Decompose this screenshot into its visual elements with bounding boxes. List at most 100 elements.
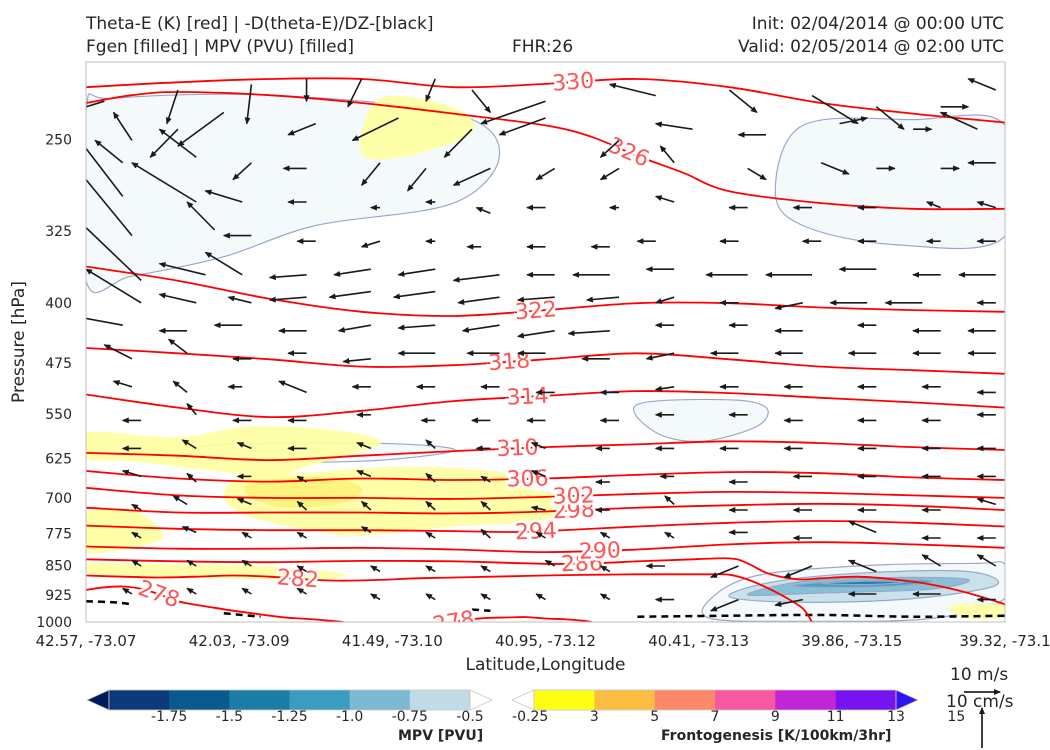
- wind-arrow: [530, 505, 546, 512]
- fgen-region-1: [86, 426, 382, 478]
- fgen-region-6: [244, 477, 363, 508]
- wind-arrow: [131, 531, 142, 539]
- mpv-colorbar-tick: -1.25: [271, 709, 308, 725]
- wind-arrow: [342, 358, 371, 364]
- wind-arrow: [747, 167, 767, 181]
- chart-title-left-line1: Theta-E (K) [red] | -D(theta-E)/DZ-[blac…: [86, 14, 434, 34]
- wind-arrow: [167, 338, 188, 354]
- wind-arrow: [236, 442, 252, 450]
- theta-e-contour-310: [86, 440, 1005, 462]
- x-tick-label: 40.95, -73.12: [495, 632, 596, 650]
- wind-arrow: [397, 324, 436, 331]
- wind-arrow: [296, 500, 308, 511]
- wind-arrow: [599, 167, 620, 181]
- wind-arrow: [86, 226, 142, 281]
- theta-e-label-290: 290: [578, 538, 621, 564]
- x-tick-label: 40.41, -73.13: [648, 632, 749, 650]
- mpv-colorbar-tick: -0.5: [456, 709, 484, 725]
- wind-arrow: [158, 128, 197, 158]
- wind-arrow: [967, 78, 997, 91]
- wind-arrow: [181, 526, 197, 534]
- theta-e-contour-282: [86, 573, 813, 622]
- fgen-region-4: [86, 562, 346, 580]
- fgen-colorbar-tick: 3: [589, 709, 599, 725]
- wind-arrow: [360, 526, 372, 534]
- wind-arrow: [392, 290, 436, 300]
- theta-e-contour-318: [86, 347, 1005, 375]
- wind-arrow: [921, 554, 942, 567]
- theta-e-contour-286: [86, 557, 1005, 606]
- wind-arrow: [839, 116, 869, 125]
- y-tick-label: 625: [45, 451, 72, 467]
- valid-time: Valid: 02/05/2014 @ 02:00 UTC: [738, 37, 1004, 57]
- fgen-colorbar-tick: 11: [826, 709, 845, 725]
- wind-arrow: [498, 117, 546, 136]
- wind-arrow: [939, 111, 978, 130]
- fgen-colorbar-frame: [533, 689, 897, 711]
- x-tick-label: 39.86, -73.15: [801, 632, 902, 650]
- wind-arrow: [333, 268, 372, 277]
- wind-arrow: [425, 565, 436, 573]
- wind-arrow: [204, 251, 243, 276]
- fgen-colorbar-tick: 5: [650, 709, 660, 725]
- wind-arrow: [241, 587, 252, 595]
- init-time: Init: 02/04/2014 @ 00:00 UTC: [751, 14, 1004, 34]
- chart-title-left-line2: Fgen [filled] | MPV (PVU) [filled]: [86, 37, 355, 57]
- wind-arrow: [774, 598, 803, 607]
- wind-arrow: [121, 587, 133, 595]
- dtheta-contour-2: [471, 608, 491, 612]
- wind-arrow: [654, 385, 675, 392]
- wind-arrow: [480, 528, 491, 539]
- fgen-colorbar-extend-right: [895, 689, 919, 711]
- wind-arrow: [407, 167, 427, 192]
- mpv-region-2: [632, 398, 769, 443]
- wind-arrow: [599, 139, 620, 158]
- y-tick-label: 925: [45, 588, 72, 604]
- wind-arrow: [480, 500, 491, 511]
- y-tick-label: 700: [45, 491, 72, 507]
- wind-arrow: [516, 296, 555, 303]
- mpv-colorbar-segment: [169, 690, 230, 710]
- wind-arrow: [535, 531, 546, 539]
- theta-e-contour-306: [86, 470, 1005, 483]
- x-tick-label: 42.03, -73.09: [189, 632, 290, 650]
- wind-arrow: [278, 380, 307, 394]
- theta-e-contour-322: [86, 265, 1005, 317]
- x-tick-label: 42.57, -73.07: [36, 632, 137, 650]
- wind-arrow: [443, 128, 473, 158]
- wind-arrow: [530, 442, 546, 450]
- dtheta-contour-3: [637, 613, 1005, 618]
- wind-arrow: [811, 94, 859, 125]
- wind-arrow: [654, 121, 693, 130]
- theta-e-label-322: 322: [514, 297, 558, 325]
- wind-arrow: [86, 268, 142, 304]
- wind-arrow: [86, 147, 124, 197]
- wind-arrow: [425, 78, 436, 103]
- mpv-colorbar-extend-left: [86, 689, 110, 711]
- y-tick-label: 775: [45, 526, 72, 542]
- wind-arrow: [186, 201, 216, 231]
- theta-e-label-286: 286: [561, 551, 604, 577]
- wind-arrow: [847, 520, 877, 534]
- mpv-colorbar-segment: [349, 690, 411, 710]
- wind-arrow: [654, 195, 675, 203]
- wind-arrow: [530, 470, 546, 478]
- wind-arrow: [121, 469, 142, 478]
- theta-e-label-298: 298: [552, 498, 595, 525]
- wind-arrow: [186, 559, 197, 567]
- wind-arrow: [452, 167, 491, 186]
- wind-arrow: [875, 106, 905, 130]
- wind-arrow: [599, 593, 611, 601]
- y-tick-label: 400: [45, 296, 72, 312]
- wind-arrow: [236, 498, 252, 506]
- y-tick-label: 550: [45, 407, 72, 423]
- wind-arrow: [177, 111, 225, 147]
- wind-arrow: [820, 162, 850, 175]
- wind-arrow: [103, 344, 133, 360]
- y-tick-label: 475: [45, 356, 72, 372]
- wind-arrow: [86, 317, 123, 326]
- fgen-colorbar-segment: [654, 690, 716, 710]
- theta-e-contour-330: [86, 77, 1005, 124]
- theta-e-contour-326: [86, 91, 1005, 211]
- wind-arrow: [112, 111, 133, 141]
